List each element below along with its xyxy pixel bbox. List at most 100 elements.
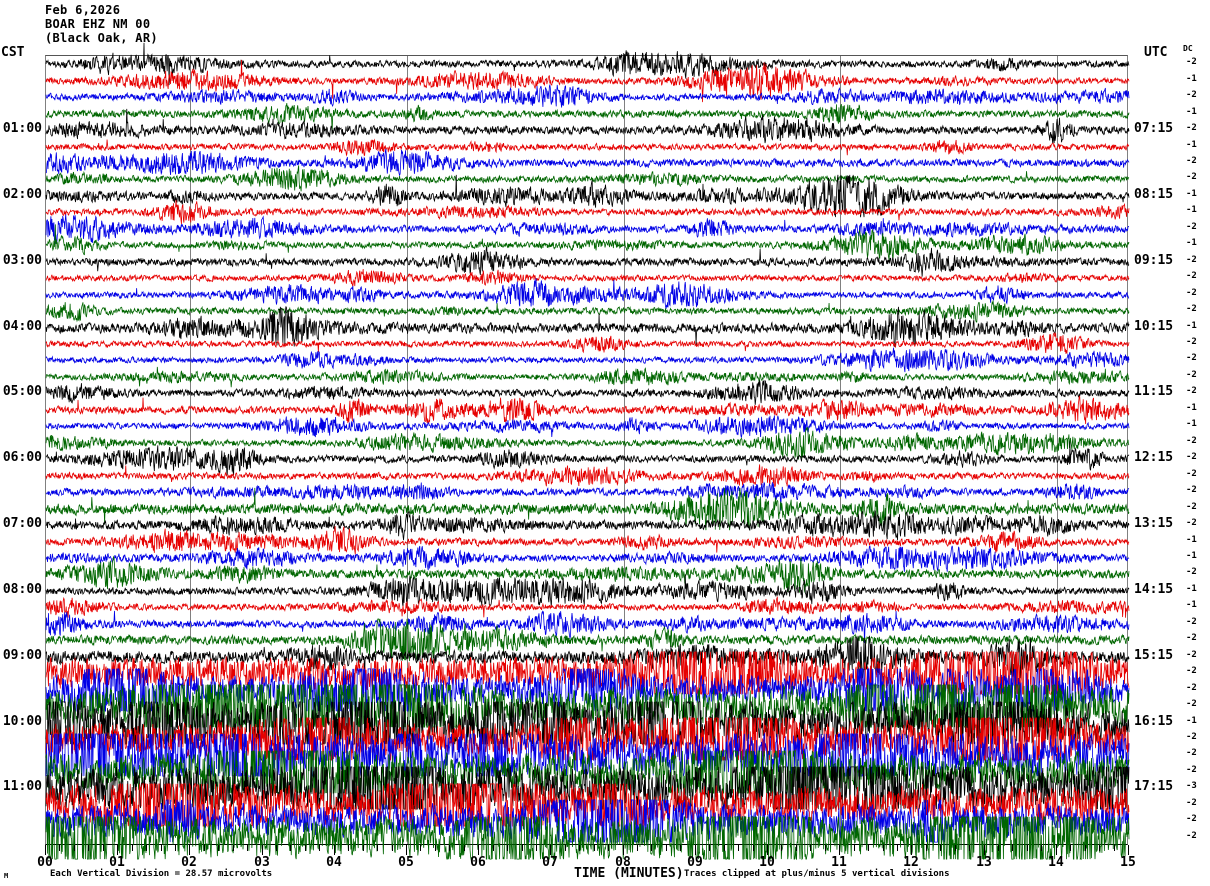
trace-line xyxy=(46,611,1129,643)
dc-offset-value: -1 xyxy=(1186,419,1197,429)
trace-row xyxy=(46,354,1129,400)
x-axis-tick-label: 06 xyxy=(470,855,486,870)
x-axis-minor-tick xyxy=(218,845,219,851)
dc-offset-value: -2 xyxy=(1186,271,1197,281)
x-axis: 00 01 02 03 04 05 06 07 08 09 10 11 12 13 14 15 xyxy=(37,845,1136,870)
x-axis-tick-label: 09 xyxy=(687,855,703,870)
dc-offset-value: -1 xyxy=(1186,600,1197,610)
x-axis-minor-tick xyxy=(854,845,855,851)
trace-line xyxy=(46,751,1129,793)
x-axis-minor-tick xyxy=(883,845,884,851)
x-axis-minor-tick xyxy=(305,845,306,851)
dc-offset-value: -1 xyxy=(1186,238,1197,248)
trace-row xyxy=(46,387,1129,433)
dc-offset-value: -2 xyxy=(1186,683,1197,693)
trace-line xyxy=(46,574,1129,607)
x-axis-minor-tick xyxy=(247,845,248,851)
trace-line xyxy=(46,60,1129,102)
x-axis-tick-label: 01 xyxy=(109,855,125,870)
dc-offset-value: -2 xyxy=(1186,617,1197,627)
seismogram-plot xyxy=(45,55,1128,845)
dc-offset-value: -2 xyxy=(1186,485,1197,495)
trace-row xyxy=(46,815,1129,861)
x-axis-minor-tick xyxy=(608,845,609,851)
x-axis-major-tick xyxy=(406,845,407,855)
header-date: Feb 6,2026 xyxy=(45,3,121,17)
trace-row xyxy=(46,222,1129,268)
dc-offset-value: -2 xyxy=(1186,633,1197,643)
trace-row xyxy=(46,486,1129,532)
trace-line xyxy=(46,109,1129,143)
x-axis-tick-label: 15 xyxy=(1120,855,1136,870)
x-axis-major-tick xyxy=(839,845,840,855)
dc-offset-value: -2 xyxy=(1186,732,1197,742)
trace-line xyxy=(46,734,1129,776)
dc-column-caption: DC xyxy=(1183,44,1193,53)
trace-row xyxy=(46,551,1129,597)
utc-time-label: 15:15 xyxy=(1134,648,1174,663)
x-axis-minor-tick xyxy=(103,845,104,851)
trace-row xyxy=(46,617,1129,663)
x-axis-tick-label: 04 xyxy=(326,855,342,870)
x-axis-major-tick xyxy=(911,845,912,855)
trace-row xyxy=(46,189,1129,235)
cst-time-label: 09:00 xyxy=(2,648,42,663)
trace-row xyxy=(46,255,1129,301)
dc-offset-value: -1 xyxy=(1186,140,1197,150)
trace-line xyxy=(46,139,1129,155)
utc-time-label: 10:15 xyxy=(1134,319,1174,334)
trace-row xyxy=(46,782,1129,828)
trace-line xyxy=(46,557,1129,593)
x-axis-minor-tick xyxy=(868,845,869,851)
trace-line xyxy=(46,817,1129,859)
trace-row xyxy=(46,124,1129,170)
dc-offset-value: -2 xyxy=(1186,518,1197,528)
x-axis-tick-label: 05 xyxy=(398,855,414,870)
dc-offset-value: -1 xyxy=(1186,403,1197,413)
dc-offset-value: -2 xyxy=(1186,436,1197,446)
utc-time-label: 11:15 xyxy=(1134,384,1174,399)
trace-line xyxy=(46,619,1129,661)
x-axis-major-tick xyxy=(550,845,551,855)
x-axis-major-tick xyxy=(1128,845,1129,855)
trace-line xyxy=(46,598,1129,618)
utc-time-label: 14:15 xyxy=(1134,582,1174,597)
utc-time-label: 12:15 xyxy=(1134,450,1174,465)
x-axis-major-tick xyxy=(334,845,335,855)
x-axis-tick-label: 07 xyxy=(542,855,558,870)
dc-offset-value: -1 xyxy=(1186,321,1197,331)
trace-row xyxy=(46,601,1129,647)
x-axis-minor-tick xyxy=(175,845,176,851)
x-axis-minor-tick xyxy=(1041,845,1042,851)
x-axis-minor-tick xyxy=(1099,845,1100,851)
trace-line xyxy=(46,427,1129,459)
dc-offset-value: -2 xyxy=(1186,288,1197,298)
dc-offset-value: -2 xyxy=(1186,123,1197,133)
dc-offset-value: -3 xyxy=(1186,781,1197,791)
trace-line xyxy=(46,416,1129,438)
trace-line xyxy=(46,367,1129,387)
x-axis-minor-tick xyxy=(161,845,162,851)
x-axis-minor-tick xyxy=(392,845,393,851)
dc-offset-value: -2 xyxy=(1186,90,1197,100)
x-axis-minor-tick xyxy=(998,845,999,851)
cst-time-label: 01:00 xyxy=(2,121,42,136)
dc-offset-value: -2 xyxy=(1186,304,1197,314)
x-axis-minor-tick xyxy=(1012,845,1013,851)
dc-offset-value: -2 xyxy=(1186,650,1197,660)
dc-offset-value: -2 xyxy=(1186,386,1197,396)
x-axis-minor-tick xyxy=(522,845,523,851)
dc-offset-value: -2 xyxy=(1186,370,1197,380)
x-axis-tick-label: 03 xyxy=(254,855,270,870)
x-axis-minor-tick xyxy=(594,845,595,851)
dc-offset-value: -2 xyxy=(1186,798,1197,808)
trace-line xyxy=(46,149,1129,175)
right-axis-caption: UTC xyxy=(1144,45,1168,60)
utc-time-label: 16:15 xyxy=(1134,714,1174,729)
utc-time-label: 09:15 xyxy=(1134,253,1174,268)
trace-row xyxy=(46,41,1129,87)
x-axis-minor-tick xyxy=(651,845,652,851)
x-axis-tick-label: 00 xyxy=(37,855,53,870)
trace-line xyxy=(46,278,1129,309)
x-axis-minor-tick xyxy=(377,845,378,851)
